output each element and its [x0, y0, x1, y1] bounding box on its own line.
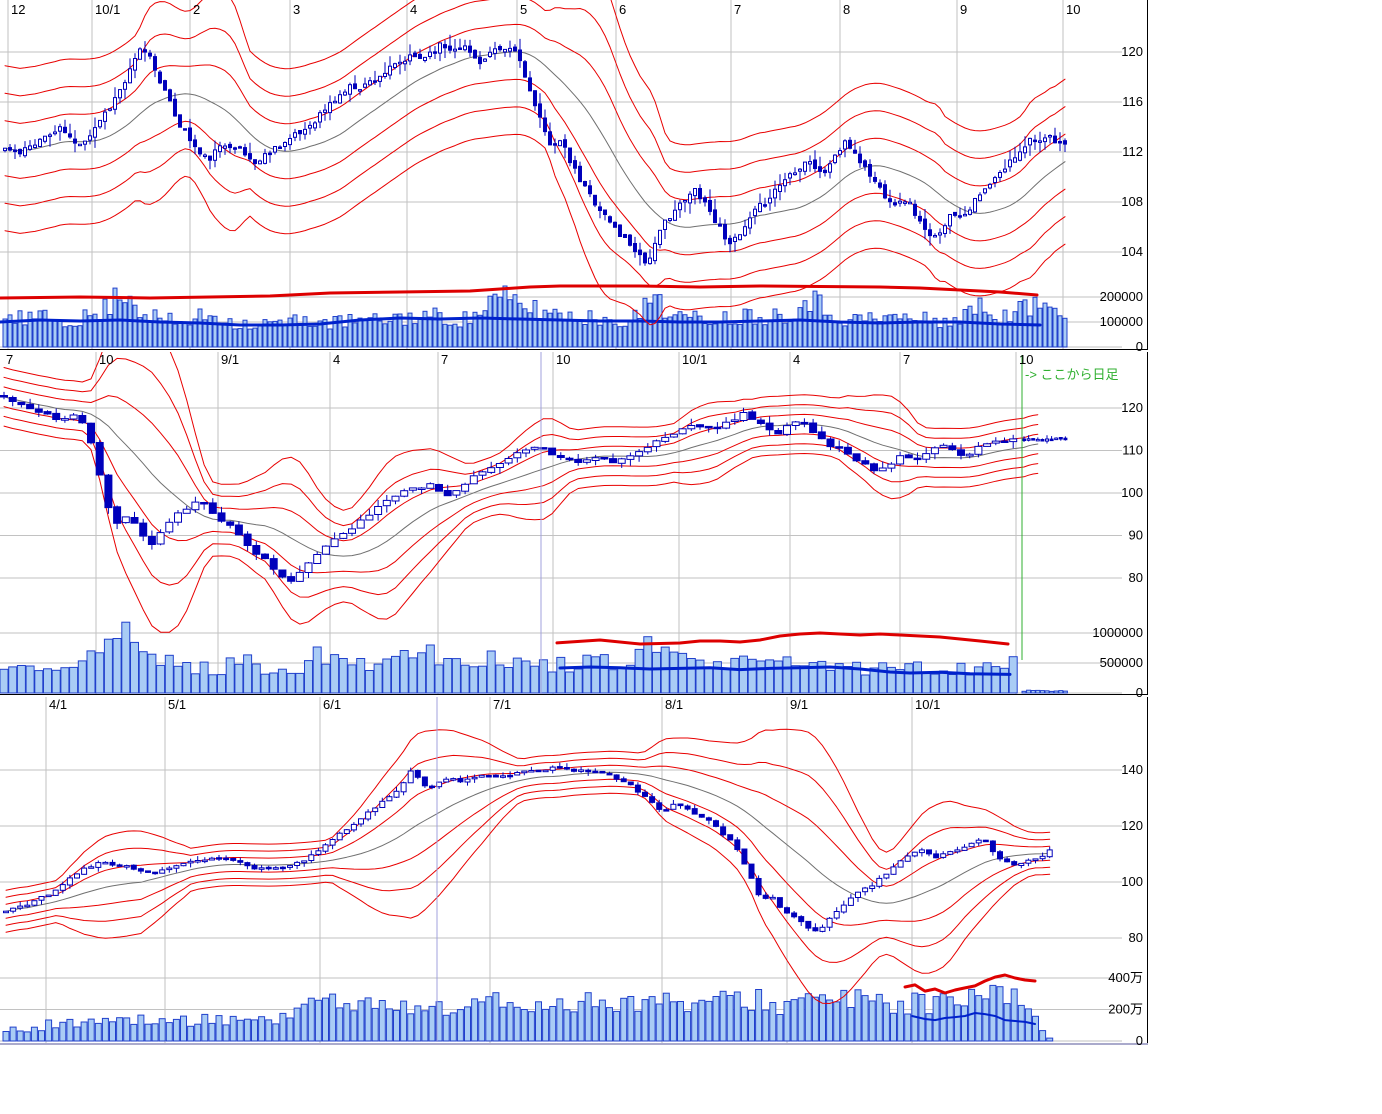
svg-text:110: 110 — [1122, 443, 1143, 458]
panel-middle-weekly[interactable]: 7 10 9/1 4 7 10 10/1 4 7 101201101009080100000050… — [0, 316, 1148, 700]
panel-bottom-daily-volume-bars — [2, 984, 1054, 1042]
svg-text:4/1: 4/1 — [49, 697, 67, 712]
panel-bottom-daily-bollinger-bands — [5, 728, 1051, 1004]
svg-text:10: 10 — [99, 352, 113, 367]
svg-text:7/1: 7/1 — [493, 697, 511, 712]
panel-bottom-daily-axis-labels: 4/1 5/1 6/1 7/1 8/1 9/1 10/1 140 120 100 80 400万 200… — [49, 697, 1143, 1048]
svg-text:6/1: 6/1 — [323, 697, 341, 712]
panel-middle-weekly-volume-ma-lines — [555, 631, 1012, 676]
svg-text:10: 10 — [556, 352, 570, 367]
panel-top-daily-candles — [3, 34, 1067, 266]
svg-text:500000: 500000 — [1100, 655, 1143, 670]
svg-text:80: 80 — [1129, 930, 1143, 945]
svg-text:10/1: 10/1 — [915, 697, 940, 712]
svg-text:200000: 200000 — [1100, 289, 1143, 304]
svg-text:4: 4 — [410, 2, 417, 17]
panel-bottom-daily-plot — [2, 728, 1054, 1042]
panel-middle-weekly-border — [0, 352, 1148, 695]
svg-text:108: 108 — [1121, 194, 1143, 209]
svg-text:8/1: 8/1 — [665, 697, 683, 712]
svg-text:140: 140 — [1121, 762, 1143, 777]
daily-from-here-label: -> ここから日足 — [1025, 367, 1119, 382]
svg-text:5/1: 5/1 — [168, 697, 186, 712]
svg-text:4: 4 — [333, 352, 340, 367]
svg-text:10/1: 10/1 — [682, 352, 707, 367]
panel-middle-weekly-volume-bars — [0, 621, 1068, 694]
panel-top-daily-plot — [0, 0, 1068, 348]
svg-text:0: 0 — [1136, 1033, 1143, 1048]
panel-top-daily-axis-labels: 12 10/1 2 3 4 5 6 7 8 9 10 120 116 112 108 104 200000 100… — [11, 2, 1143, 354]
svg-text:9: 9 — [960, 2, 967, 17]
svg-text:116: 116 — [1122, 94, 1143, 109]
svg-text:200万: 200万 — [1108, 1002, 1143, 1017]
svg-text:12: 12 — [11, 2, 25, 17]
svg-text:90: 90 — [1129, 528, 1143, 543]
svg-text:112: 112 — [1122, 144, 1143, 159]
panel-middle-weekly-axis-labels: 7 10 9/1 4 7 10 10/1 4 7 10 120 110 100 90 80 1000000 50… — [6, 352, 1143, 700]
panel-middle-weekly-bollinger-bands — [3, 352, 1039, 633]
panel-bottom-daily-volume-ma-lines — [903, 973, 1037, 1025]
svg-text:10: 10 — [1019, 352, 1033, 367]
svg-text:7: 7 — [903, 352, 910, 367]
panel-top-daily-volume-ma-lines — [0, 284, 1042, 327]
svg-text:7: 7 — [734, 2, 741, 17]
panel-middle-weekly-markers — [540, 352, 1023, 694]
svg-text:10: 10 — [1066, 2, 1080, 17]
panel-bottom-daily-candles — [3, 762, 1053, 933]
svg-text:7: 7 — [6, 352, 13, 367]
svg-text:120: 120 — [1121, 818, 1143, 833]
svg-text:100000: 100000 — [1100, 314, 1143, 329]
svg-text:10/1: 10/1 — [95, 2, 120, 17]
svg-text:100: 100 — [1121, 485, 1143, 500]
panel-bottom-daily-border — [0, 697, 1148, 1045]
svg-text:0: 0 — [1136, 339, 1143, 354]
svg-text:80: 80 — [1129, 570, 1143, 585]
svg-text:120: 120 — [1121, 400, 1143, 415]
panel-top-daily-border — [0, 0, 1148, 350]
svg-text:7: 7 — [441, 352, 448, 367]
svg-text:9/1: 9/1 — [221, 352, 239, 367]
panel-top-daily-volume-bars — [2, 285, 1068, 348]
svg-text:400万: 400万 — [1108, 970, 1143, 985]
svg-text:100: 100 — [1121, 874, 1143, 889]
svg-text:8: 8 — [843, 2, 850, 17]
svg-text:0: 0 — [1136, 685, 1143, 700]
panel-middle-weekly-candles — [0, 391, 1068, 584]
panel-bottom-daily[interactable]: 4/1 5/1 6/1 7/1 8/1 9/1 10/1 140 120 100 80 400万 200… — [0, 697, 1148, 1048]
panel-top-daily-bollinger-bands — [4, 0, 1066, 326]
svg-text:2: 2 — [193, 2, 200, 17]
panel-middle-weekly-plot — [0, 352, 1068, 694]
svg-text:120: 120 — [1121, 44, 1143, 59]
svg-text:1000000: 1000000 — [1092, 625, 1143, 640]
panel-top-daily[interactable]: 12 10/1 2 3 4 5 6 7 8 9 10 120 116 112 108 104 200000 100… — [0, 0, 1148, 354]
svg-text:4: 4 — [793, 352, 800, 367]
svg-text:6: 6 — [619, 2, 626, 17]
svg-text:9/1: 9/1 — [790, 697, 808, 712]
svg-text:104: 104 — [1121, 244, 1143, 259]
svg-text:5: 5 — [520, 2, 527, 17]
svg-text:3: 3 — [293, 2, 300, 17]
